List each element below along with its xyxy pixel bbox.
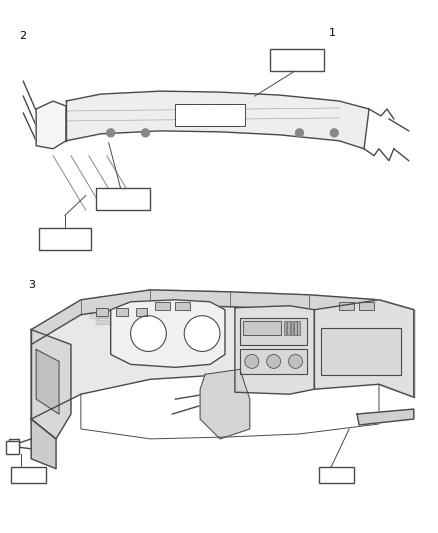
Polygon shape [31,290,414,419]
Polygon shape [66,91,369,149]
Bar [175,104,245,126]
Polygon shape [111,300,225,367]
Polygon shape [31,329,71,439]
Bar [319,467,354,482]
Bar [339,302,354,310]
Bar [7,441,19,454]
Bar [294,321,297,335]
Bar [96,308,108,316]
Circle shape [131,316,166,351]
Text: 3: 3 [28,280,35,290]
Bar [359,302,374,310]
Bar [39,228,91,250]
Bar [283,321,286,335]
Bar [9,439,19,449]
Circle shape [289,354,303,368]
Polygon shape [200,369,250,439]
Bar [270,50,324,71]
Bar [290,321,293,335]
Bar [116,308,127,316]
Polygon shape [357,409,414,425]
Polygon shape [36,350,59,414]
Bar [175,302,190,310]
Circle shape [184,316,220,351]
Circle shape [107,129,115,137]
Bar [240,350,307,374]
Bar [155,302,170,310]
Polygon shape [31,290,414,344]
Bar [321,328,401,375]
Polygon shape [235,306,314,394]
Polygon shape [314,300,414,397]
Circle shape [267,354,281,368]
Polygon shape [36,101,66,149]
Bar [96,189,150,211]
Bar [287,321,290,335]
Circle shape [330,129,338,137]
Text: 1: 1 [328,28,336,38]
Circle shape [245,354,259,368]
Bar [135,308,148,316]
Bar [243,321,281,335]
Bar [11,467,46,482]
Circle shape [141,129,149,137]
Bar [297,321,300,335]
Polygon shape [31,419,56,469]
Bar [240,318,307,345]
Text: 2: 2 [20,31,27,41]
Circle shape [296,129,304,137]
